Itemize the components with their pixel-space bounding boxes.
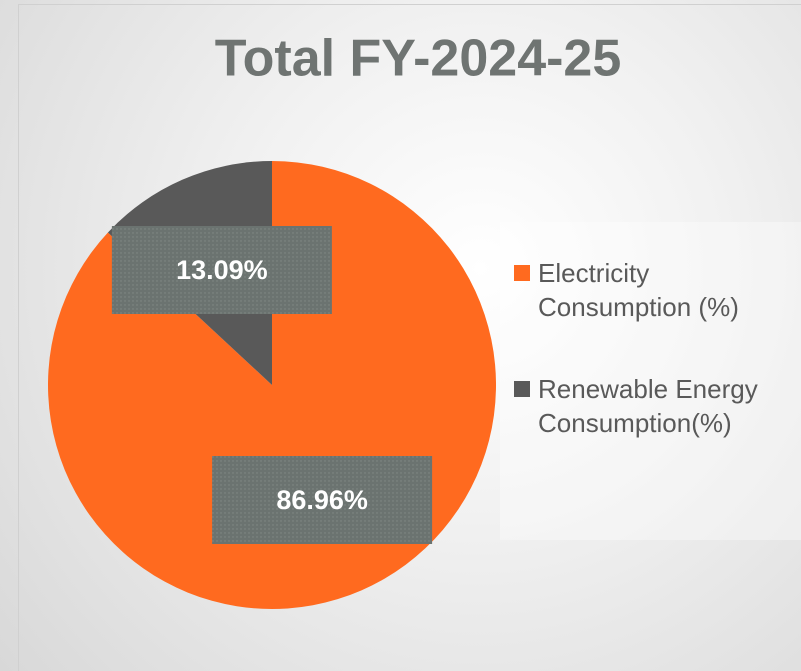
legend-swatch [514,381,530,397]
data-label-box [111,226,332,315]
data-label: 86.96% [276,485,368,515]
data-label-box [212,455,433,544]
legend-swatch [514,265,530,281]
legend-item: Electricity Consumption (%) [514,256,801,324]
legend-label: Renewable Energy Consumption(%) [538,374,758,438]
legend: Electricity Consumption (%) Renewable Ene… [500,222,801,540]
frame [18,4,801,671]
legend-label: Electricity Consumption (%) [538,258,739,322]
legend-item: Renewable Energy Consumption(%) [514,372,801,440]
data-label: 13.09% [176,255,268,285]
chart-title: Total FY-2024-25 [215,30,622,88]
